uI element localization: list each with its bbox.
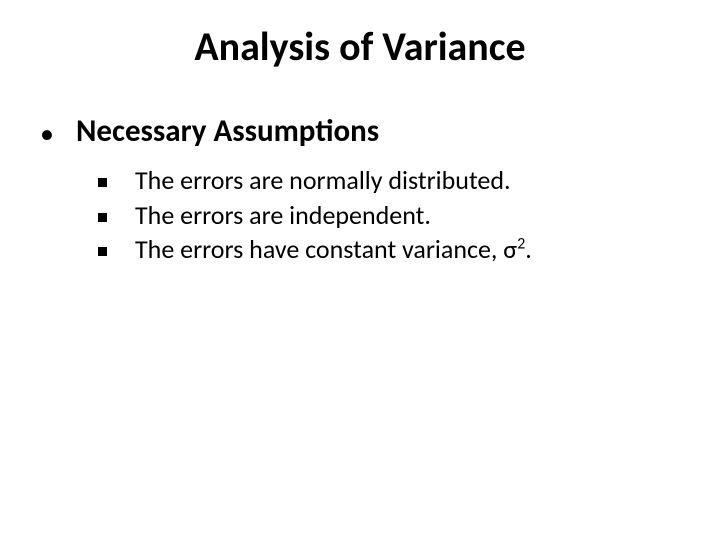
slide-title: Analysis of Variance (0, 22, 720, 71)
list-item-text: The errors have constant variance, σ2. (135, 233, 532, 266)
content-body: • Necessary Assumptions The errors are n… (40, 112, 680, 268)
list-item: The errors have constant variance, σ2. (98, 233, 680, 266)
list-item-text-base: The errors have constant variance, σ (135, 233, 517, 265)
list-item: The errors are independent. (98, 199, 680, 232)
list-item-text-tail: . (525, 233, 532, 265)
level1-item: • Necessary Assumptions (40, 112, 680, 150)
list-item-text: The errors are normally distributed. (135, 164, 511, 197)
level1-heading: Necessary Assumptions (76, 112, 379, 150)
bullet-square-icon (98, 213, 107, 222)
bullet-square-icon (98, 178, 107, 187)
slide: Analysis of Variance • Necessary Assumpt… (0, 0, 720, 540)
list-item-text: The errors are independent. (135, 199, 431, 232)
list-item: The errors are normally distributed. (98, 164, 680, 197)
level2-list: The errors are normally distributed. The… (98, 164, 680, 266)
bullet-dot-icon: • (40, 120, 54, 148)
bullet-square-icon (98, 247, 107, 256)
